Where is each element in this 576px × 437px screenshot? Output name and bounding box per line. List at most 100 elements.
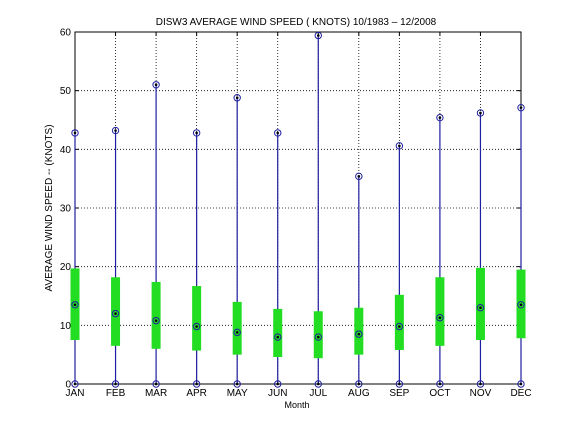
max-marker bbox=[517, 103, 525, 112]
min-marker bbox=[355, 380, 363, 388]
median-marker-dot bbox=[479, 306, 482, 310]
median-marker bbox=[355, 330, 363, 338]
min-marker-dot bbox=[479, 382, 482, 386]
median-marker bbox=[274, 333, 282, 341]
median-marker-dot bbox=[73, 303, 77, 307]
box-sep bbox=[394, 142, 404, 388]
y-tick-label: 10 bbox=[60, 321, 72, 332]
min-marker-dot bbox=[154, 382, 158, 386]
iqr-box bbox=[192, 286, 202, 351]
median-marker bbox=[476, 304, 485, 312]
box-apr bbox=[192, 129, 202, 388]
axis-ticks: 0 10 20 30 40 50 60 JAN FEB MAR APR MAY JUN JUL AUG SEP… bbox=[60, 28, 532, 400]
median-marker-dot bbox=[276, 335, 280, 339]
min-marker bbox=[274, 380, 282, 388]
y-tick-label: 60 bbox=[60, 28, 72, 39]
min-marker bbox=[314, 380, 322, 388]
x-tick-label: JAN bbox=[66, 388, 85, 399]
y-tick-label: 20 bbox=[60, 262, 72, 273]
y-tick-label: 0 bbox=[65, 380, 71, 391]
min-marker-dot bbox=[357, 382, 361, 386]
iqr-box bbox=[273, 308, 283, 358]
box-mar bbox=[151, 81, 161, 388]
median-marker-dot bbox=[398, 325, 401, 328]
y-tick-label: 30 bbox=[60, 204, 72, 215]
max-marker-dot bbox=[114, 129, 117, 132]
min-marker bbox=[111, 380, 120, 388]
min-marker bbox=[233, 380, 241, 388]
box-aug bbox=[354, 172, 364, 388]
y-tick-label: 50 bbox=[60, 86, 72, 97]
median-marker bbox=[314, 333, 322, 341]
median-marker-dot bbox=[235, 331, 239, 334]
box-dec bbox=[516, 103, 526, 388]
median-marker bbox=[71, 301, 79, 309]
min-marker bbox=[517, 380, 525, 388]
iqr-box bbox=[394, 294, 404, 350]
box-jun bbox=[273, 129, 283, 388]
x-tick-label: JUN bbox=[268, 388, 287, 399]
min-marker-dot bbox=[519, 382, 523, 386]
max-marker bbox=[274, 129, 282, 137]
box-oct bbox=[435, 113, 445, 388]
min-marker bbox=[436, 380, 444, 388]
max-marker-dot bbox=[438, 116, 442, 119]
box-jul bbox=[313, 31, 323, 388]
median-marker bbox=[111, 309, 120, 318]
x-tick-label: MAR bbox=[145, 388, 167, 399]
x-tick-label: JUL bbox=[309, 388, 327, 399]
median-marker bbox=[517, 301, 525, 309]
max-marker-dot bbox=[479, 111, 482, 115]
x-tick-label: DEC bbox=[510, 388, 531, 399]
x-tick-label: FEB bbox=[106, 388, 126, 399]
min-marker-dot bbox=[235, 382, 239, 386]
y-axis-label: AVERAGE WIND SPEED -- (KNOTS) bbox=[44, 124, 55, 291]
min-marker bbox=[395, 380, 404, 388]
min-marker-dot bbox=[398, 382, 401, 386]
max-marker-dot bbox=[195, 131, 198, 135]
max-marker bbox=[436, 113, 444, 122]
median-marker bbox=[395, 322, 404, 331]
max-marker bbox=[111, 126, 120, 135]
min-marker bbox=[476, 380, 485, 388]
max-marker bbox=[355, 172, 363, 181]
max-marker-dot bbox=[276, 131, 280, 135]
x-tick-label: OCT bbox=[429, 388, 450, 399]
x-tick-label: NOV bbox=[470, 388, 492, 399]
iqr-box bbox=[232, 301, 242, 355]
box-nov bbox=[475, 109, 485, 388]
median-marker bbox=[436, 314, 444, 322]
median-marker bbox=[192, 322, 201, 331]
min-marker bbox=[152, 380, 160, 388]
max-marker-dot bbox=[357, 175, 361, 178]
max-marker bbox=[233, 94, 241, 102]
max-marker bbox=[476, 109, 485, 117]
median-marker-dot bbox=[154, 319, 158, 322]
iqr-box bbox=[435, 277, 445, 346]
iqr-box bbox=[313, 311, 323, 359]
max-marker bbox=[152, 81, 160, 89]
median-marker-dot bbox=[438, 316, 442, 320]
min-marker-dot bbox=[276, 382, 280, 386]
box-may bbox=[232, 94, 242, 388]
median-marker bbox=[152, 316, 160, 325]
iqr-box bbox=[151, 281, 161, 349]
median-marker bbox=[233, 328, 241, 337]
max-marker bbox=[395, 142, 404, 150]
median-marker-dot bbox=[195, 325, 198, 328]
max-marker-dot bbox=[316, 34, 320, 37]
x-tick-label: MAY bbox=[227, 388, 248, 399]
max-marker-dot bbox=[154, 83, 158, 87]
x-tick-label: AUG bbox=[348, 388, 370, 399]
min-marker bbox=[71, 380, 79, 388]
min-marker-dot bbox=[316, 382, 320, 386]
min-marker-dot bbox=[195, 382, 198, 386]
grid-lines bbox=[75, 32, 521, 384]
median-marker-dot bbox=[316, 335, 320, 339]
max-marker-dot bbox=[235, 96, 239, 100]
min-marker-dot bbox=[438, 382, 442, 386]
min-marker-dot bbox=[73, 382, 77, 386]
box-series bbox=[70, 31, 526, 388]
median-marker-dot bbox=[357, 332, 361, 336]
